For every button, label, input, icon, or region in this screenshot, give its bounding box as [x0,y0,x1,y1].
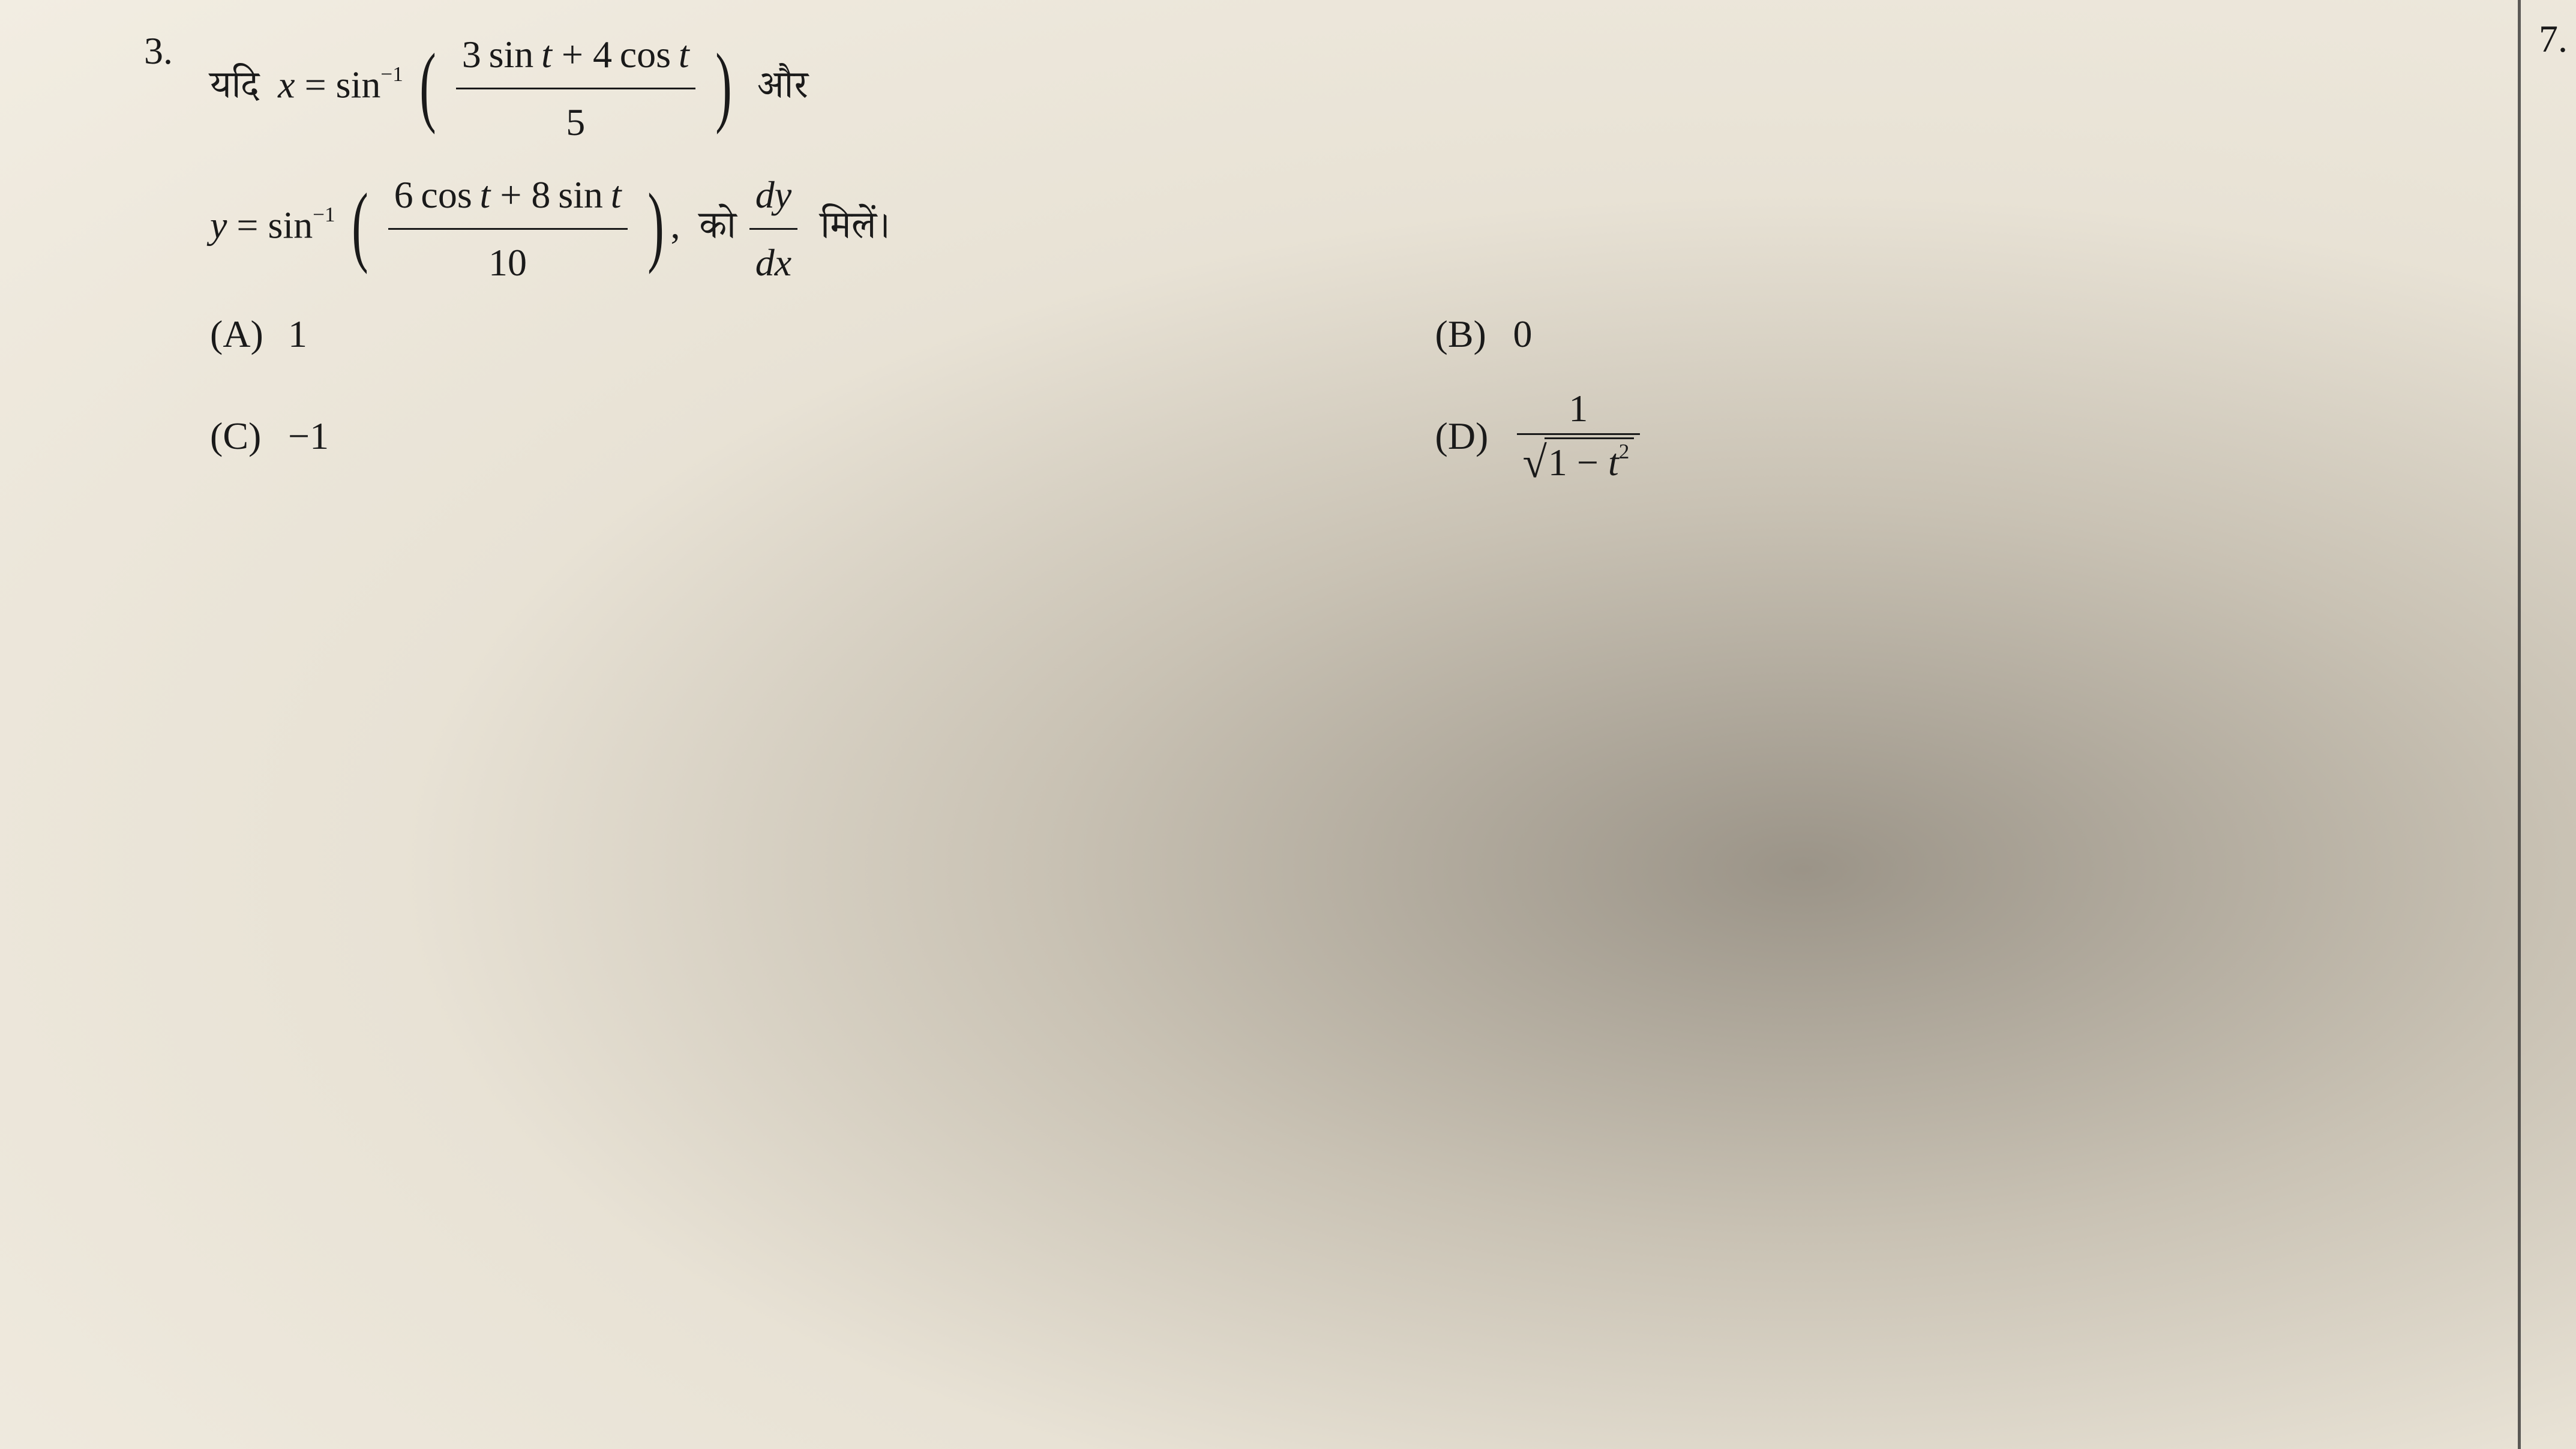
rad-a: 1 [1548,441,1567,484]
option-b-value: 0 [1513,312,1533,356]
option-d-num: 1 [1517,386,1641,435]
frac-y: 6 cos t + 8 sin t 10 [388,164,628,294]
text-if: यदि [210,62,259,122]
question-line-1: 3. यदि x = sin−1 ( 3 sin t + 4 cos t 5 )… [144,24,2504,154]
y-num-a: 6 [394,173,413,216]
rparen-2: ) [647,191,664,259]
fn-sin-2: sin [268,203,313,246]
rad-exp: 2 [1619,440,1630,463]
exp-inv-1: −1 [380,62,403,86]
y-den: 10 [388,230,628,293]
frac-x: 3 sin t + 4 cos t 5 [456,24,695,154]
lparen-2: ( [352,191,368,259]
x-var-2: t [679,33,689,76]
rad-op: − [1577,441,1599,484]
var-x: x [278,64,295,106]
option-a-label: (A) [210,312,276,356]
x-num-b: 4 [593,33,612,76]
option-b-label: (B) [1435,312,1501,356]
dy: dy [749,164,797,230]
rparen-1: ) [715,52,731,119]
vertical-rule [2518,0,2521,1449]
var-y: y [210,203,227,246]
eq-1: = [305,64,326,106]
rad-var: t [1608,441,1619,484]
x-var-1: t [541,33,552,76]
x-den: 5 [456,89,695,153]
options-grid: (A) 1 (B) 0 (C) −1 (D) 1 √ 1 − t [210,312,2504,487]
option-d: (D) 1 √ 1 − t2 [1435,386,2505,487]
y-op: + [500,173,521,216]
option-a: (A) 1 [210,312,1279,356]
option-c: (C) −1 [210,386,1279,487]
text-and: और [758,62,808,122]
option-c-value: −1 [288,414,329,458]
eq-2: = [236,203,258,246]
option-d-label: (D) [1435,414,1501,458]
question-body-1: यदि x = sin−1 ( 3 sin t + 4 cos t 5 ) और [210,24,808,154]
x-op: + [562,33,583,76]
next-question-fragment: 7. [2539,17,2568,61]
dx: dx [749,230,797,293]
option-d-frac: 1 √ 1 − t2 [1517,386,1641,487]
text-to: को [699,202,736,262]
option-a-value: 1 [288,312,307,356]
y-fn-a: cos [421,173,472,216]
lparen-1: ( [419,52,436,119]
y-fn-b: sin [558,173,603,216]
page: 7. 3. यदि x = sin−1 ( 3 sin t + 4 cos t … [0,0,2576,1449]
question-number: 3. [144,24,186,78]
option-c-label: (C) [210,414,276,458]
comma: , [670,203,680,246]
x-fn-a: sin [489,33,534,76]
frac-dydx: dy dx [749,164,797,294]
y-num-b: 8 [531,173,550,216]
option-b: (B) 0 [1435,312,2505,356]
text-find: मिलें। [820,202,890,262]
question-line-2: y = sin−1 ( 6 cos t + 8 sin t 10 ), को d… [210,164,2504,294]
x-fn-b: cos [620,33,671,76]
fn-sin-1: sin [336,64,381,106]
sqrt-icon: √ 1 − t2 [1523,437,1635,485]
exp-inv-2: −1 [313,203,335,226]
y-var-1: t [480,173,491,216]
y-var-2: t [611,173,622,216]
x-num-a: 3 [462,33,481,76]
